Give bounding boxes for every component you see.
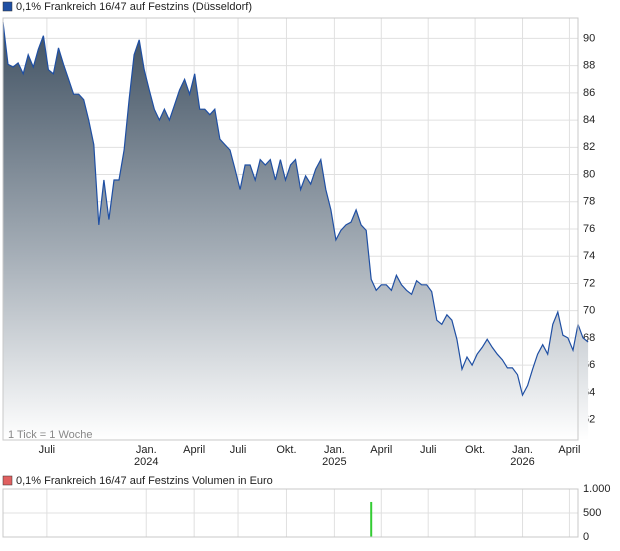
y-tick-label: 72 (583, 277, 595, 289)
x-tick-label: Juli (230, 444, 247, 456)
x-tick-label: Jan. (512, 444, 533, 456)
y-tick-label: 70 (583, 305, 595, 317)
y-tick-label: 74 (583, 250, 595, 262)
x-year-label: 2025 (322, 456, 346, 468)
tick-note: 1 Tick = 1 Woche (8, 429, 92, 441)
price-line (2, 22, 589, 397)
y-tick-label: 76 (583, 223, 595, 235)
x-year-label: 2024 (134, 456, 158, 468)
volume-bar (370, 501, 373, 537)
plot-frame (2, 17, 579, 441)
x-tick-label: Okt. (465, 444, 485, 456)
y-tick-label: 90 (583, 32, 595, 44)
x-year-label: 2026 (510, 456, 534, 468)
legend-swatch (2, 475, 13, 486)
x-tick-label: Juli (39, 444, 56, 456)
y-tick-label: 88 (583, 60, 595, 72)
y-tick-label: 80 (583, 168, 595, 180)
y-tick-label: 1.000 (583, 483, 611, 495)
x-tick-label: April (558, 444, 580, 456)
area-fill (3, 22, 589, 440)
y-tick-label: 82 (583, 141, 595, 153)
x-tick-label: Juli (420, 444, 437, 456)
x-tick-label: Jan. (324, 444, 345, 456)
y-tick-label: 86 (583, 87, 595, 99)
x-tick-label: Okt. (276, 444, 296, 456)
legend-swatch (2, 1, 13, 12)
y-tick-label: 78 (583, 196, 595, 208)
y-tick-label: 84 (583, 114, 595, 126)
x-tick-label: April (183, 444, 205, 456)
x-tick-label: Jan. (136, 444, 157, 456)
y-tick-label: 500 (583, 507, 601, 519)
x-tick-label: April (370, 444, 392, 456)
volume-chart: 0 500 1.000 (2, 483, 611, 543)
chart-title: 0,1% Frankreich 16/47 auf Festzins Volum… (16, 475, 273, 487)
chart-title: 0,1% Frankreich 16/47 auf Festzins (Düss… (16, 1, 252, 13)
plot-frame (2, 488, 579, 538)
y-tick-label: 0 (583, 531, 589, 543)
